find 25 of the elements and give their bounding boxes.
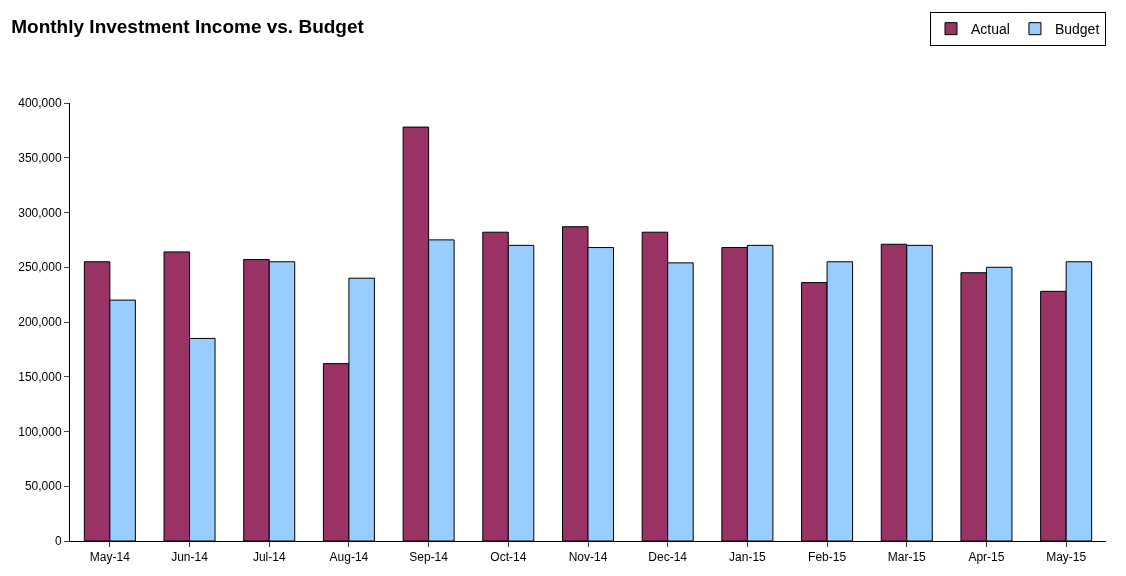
y-tick-label: 400,000	[18, 96, 62, 111]
x-tick-label: Dec-14	[648, 550, 688, 565]
x-tick-label: Nov-14	[568, 550, 608, 565]
y-tick-label: 300,000	[18, 205, 62, 220]
legend-label: Budget	[1054, 21, 1100, 38]
y-tick-label: 200,000	[18, 315, 62, 330]
x-tick-label: Aug-14	[329, 550, 369, 565]
x-tick-label: Oct-14	[490, 550, 527, 565]
x-tick-label: May-14	[89, 550, 131, 565]
y-tick-label: 150,000	[18, 369, 62, 384]
x-tick-label: Jun-14	[171, 550, 209, 565]
legend-label: Actual	[971, 21, 1010, 38]
y-tick-label: 350,000	[18, 150, 62, 165]
y-tick-label: 50,000	[24, 479, 62, 494]
y-tick-label: 0	[54, 534, 62, 549]
x-tick-label: Jul-14	[252, 550, 286, 565]
x-tick-label: Jan-15	[729, 550, 767, 565]
chart-title: Monthly Investment Income vs. Budget	[11, 16, 365, 38]
y-tick-label: 100,000	[18, 424, 62, 439]
x-tick-label: May-15	[1046, 550, 1087, 565]
x-tick-label: Apr-15	[968, 550, 1005, 565]
x-tick-label: Mar-15	[887, 550, 927, 565]
x-tick-label: Sep-14	[409, 550, 449, 565]
x-tick-label: Feb-15	[808, 550, 847, 565]
y-tick-label: 250,000	[18, 260, 62, 275]
